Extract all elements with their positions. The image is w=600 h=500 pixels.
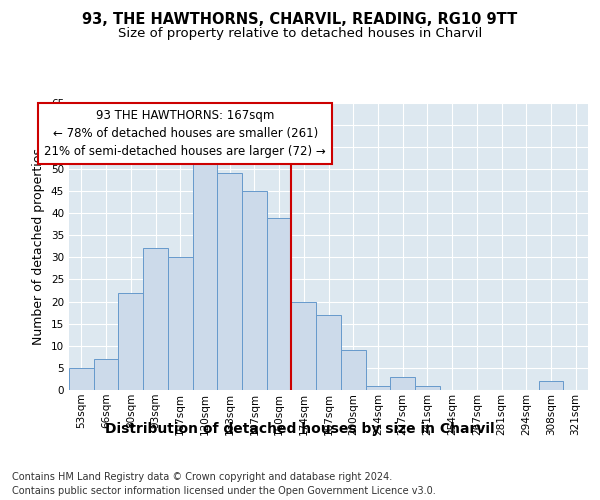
Bar xyxy=(390,376,415,390)
Bar xyxy=(118,292,143,390)
Text: Size of property relative to detached houses in Charvil: Size of property relative to detached ho… xyxy=(118,28,482,40)
Bar xyxy=(143,248,168,390)
Text: 93 THE HAWTHORNS: 167sqm
← 78% of detached houses are smaller (261)
21% of semi-: 93 THE HAWTHORNS: 167sqm ← 78% of detach… xyxy=(44,109,326,158)
Bar xyxy=(539,381,563,390)
Bar xyxy=(94,359,118,390)
Bar xyxy=(365,386,390,390)
Bar xyxy=(242,191,267,390)
Text: Distribution of detached houses by size in Charvil: Distribution of detached houses by size … xyxy=(105,422,495,436)
Bar xyxy=(193,151,217,390)
Bar xyxy=(316,315,341,390)
Bar xyxy=(69,368,94,390)
Bar xyxy=(217,174,242,390)
Bar xyxy=(415,386,440,390)
Bar xyxy=(292,302,316,390)
Bar xyxy=(341,350,365,390)
Text: 93, THE HAWTHORNS, CHARVIL, READING, RG10 9TT: 93, THE HAWTHORNS, CHARVIL, READING, RG1… xyxy=(82,12,518,28)
Bar xyxy=(168,258,193,390)
Bar xyxy=(267,218,292,390)
Text: Contains HM Land Registry data © Crown copyright and database right 2024.: Contains HM Land Registry data © Crown c… xyxy=(12,472,392,482)
Y-axis label: Number of detached properties: Number of detached properties xyxy=(32,148,46,345)
Text: Contains public sector information licensed under the Open Government Licence v3: Contains public sector information licen… xyxy=(12,486,436,496)
